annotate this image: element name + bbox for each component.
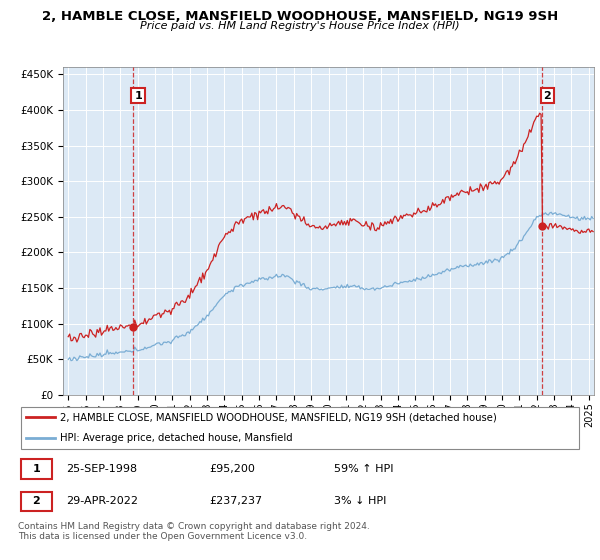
Text: 59% ↑ HPI: 59% ↑ HPI <box>334 464 394 474</box>
Text: 1: 1 <box>32 464 40 474</box>
Text: 29-APR-2022: 29-APR-2022 <box>66 496 138 506</box>
Text: Price paid vs. HM Land Registry's House Price Index (HPI): Price paid vs. HM Land Registry's House … <box>140 21 460 31</box>
Text: 25-SEP-1998: 25-SEP-1998 <box>66 464 137 474</box>
Text: 2: 2 <box>32 496 40 506</box>
FancyBboxPatch shape <box>21 492 52 511</box>
Text: HPI: Average price, detached house, Mansfield: HPI: Average price, detached house, Mans… <box>60 433 293 444</box>
Text: £237,237: £237,237 <box>210 496 263 506</box>
Text: 2, HAMBLE CLOSE, MANSFIELD WOODHOUSE, MANSFIELD, NG19 9SH: 2, HAMBLE CLOSE, MANSFIELD WOODHOUSE, MA… <box>42 10 558 22</box>
FancyBboxPatch shape <box>21 459 52 479</box>
Text: 1: 1 <box>134 91 142 101</box>
FancyBboxPatch shape <box>21 407 579 449</box>
Text: 2, HAMBLE CLOSE, MANSFIELD WOODHOUSE, MANSFIELD, NG19 9SH (detached house): 2, HAMBLE CLOSE, MANSFIELD WOODHOUSE, MA… <box>60 412 497 422</box>
Text: £95,200: £95,200 <box>210 464 256 474</box>
Text: 2: 2 <box>544 91 551 101</box>
Text: Contains HM Land Registry data © Crown copyright and database right 2024.
This d: Contains HM Land Registry data © Crown c… <box>18 522 370 542</box>
Text: 3% ↓ HPI: 3% ↓ HPI <box>334 496 386 506</box>
